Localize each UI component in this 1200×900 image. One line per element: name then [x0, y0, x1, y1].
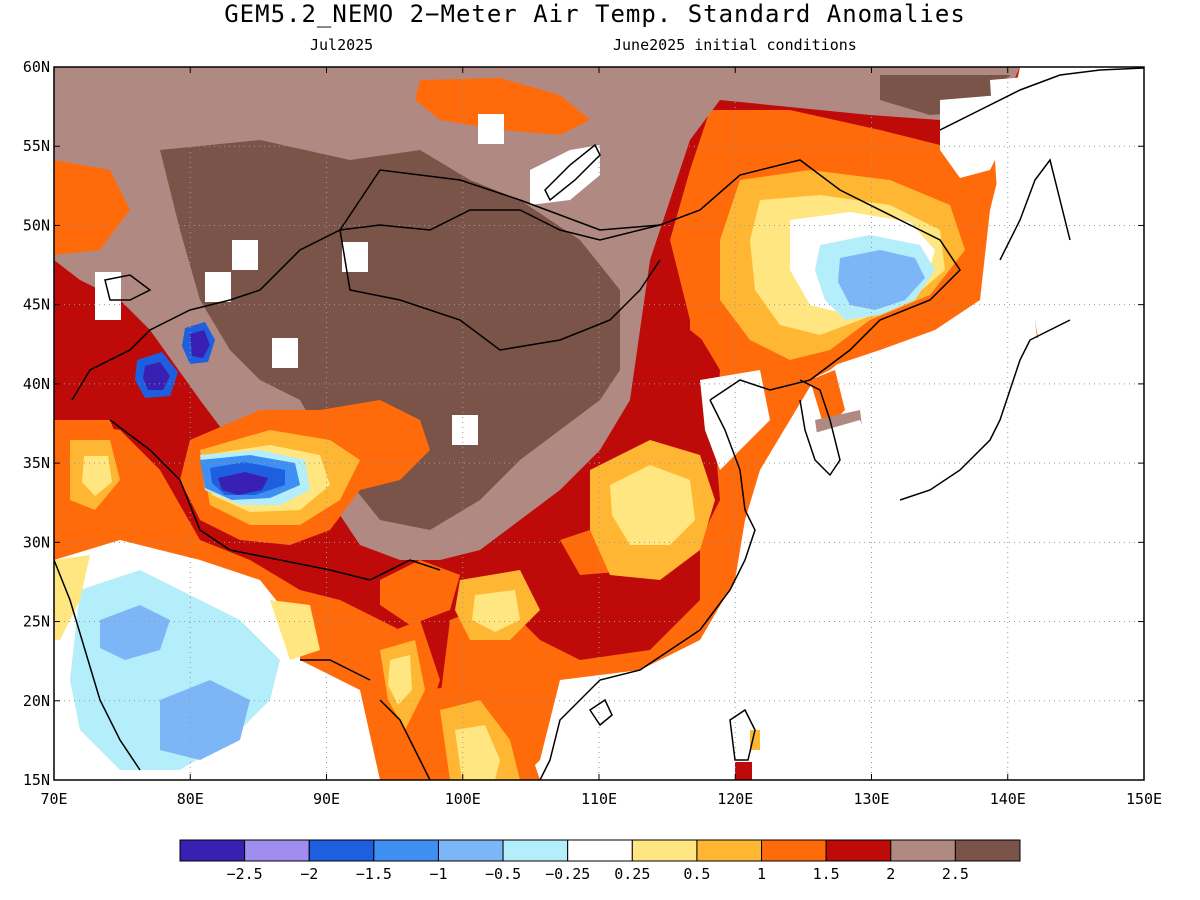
lon-label: 140E	[990, 790, 1026, 808]
map-title: GEM5.2_NEMO 2−Meter Air Temp. Standard A…	[224, 0, 966, 28]
japan-coast	[899, 158, 1071, 501]
colorbar-label: 2.5	[942, 865, 969, 883]
lat-label: 35N	[23, 454, 50, 472]
colorbar-label: −0.25	[545, 865, 590, 883]
lon-label: 120E	[717, 790, 753, 808]
lon-label: 70E	[40, 790, 67, 808]
lat-label: 55N	[23, 137, 50, 155]
hainan-coast	[588, 698, 613, 727]
lat-label: 20N	[23, 692, 50, 710]
lat-label: 45N	[23, 296, 50, 314]
anomaly-field	[54, 67, 1144, 780]
korea-coast	[799, 379, 841, 477]
colorbar	[179, 839, 1021, 862]
lat-label: 25N	[23, 613, 50, 631]
colorbar-swatch	[696, 839, 763, 862]
himalaya-border	[109, 419, 441, 581]
colorbar-swatch	[244, 839, 310, 862]
lon-label: 130E	[853, 790, 889, 808]
graticule	[54, 67, 1144, 780]
russia-coast	[939, 67, 1144, 131]
colorbar-labels: −2.5 −2 −1.5 −1 −0.5 −0.25 0.25 0.5 1 1.5 2 2.5	[227, 865, 969, 883]
anomaly-region-above-2.5	[160, 140, 620, 530]
colorbar-swatch	[825, 839, 892, 862]
lat-label: 50N	[23, 216, 50, 234]
coastlines-and-borders	[54, 67, 1144, 780]
mongolia-border	[339, 169, 661, 351]
forecast-month: Jul2025	[310, 36, 374, 54]
china-border	[71, 159, 961, 401]
longitude-labels: 70E 80E 90E 100E 110E 120E 130E 140E 150E	[40, 790, 1162, 808]
east-asia-coast	[539, 399, 756, 780]
colorbar-label: 1	[757, 865, 766, 883]
lake-baikal	[544, 143, 601, 202]
lon-label: 90E	[313, 790, 340, 808]
lat-label: 40N	[23, 375, 50, 393]
colorbar-label: −1	[429, 865, 447, 883]
colorbar-swatch	[437, 839, 504, 862]
colorbar-label: −1.5	[356, 865, 392, 883]
lat-label: 60N	[23, 58, 50, 76]
lat-label: 15N	[23, 771, 50, 789]
map-axis-ticks	[53, 66, 1145, 781]
balkhash-lake	[104, 274, 152, 301]
latitude-labels: 60N 55N 50N 45N 40N 35N 30N 25N 20N 15N	[23, 58, 50, 789]
colorbar-label: 0.5	[683, 865, 710, 883]
lon-label: 80E	[177, 790, 204, 808]
colorbar-label: −2.5	[227, 865, 263, 883]
colorbar-swatch	[631, 839, 698, 862]
colorbar-swatch	[373, 839, 439, 862]
colorbar-swatch	[890, 839, 956, 862]
taiwan-coast	[729, 708, 756, 761]
lon-label: 150E	[1126, 790, 1162, 808]
lon-label: 100E	[445, 790, 481, 808]
colorbar-swatch	[502, 839, 569, 862]
colorbar-swatch	[954, 839, 1021, 862]
colorbar-swatch	[761, 839, 827, 862]
india-coast	[54, 559, 431, 780]
colorbar-label: 2	[886, 865, 895, 883]
colorbar-swatch	[308, 839, 375, 862]
colorbar-label: −0.5	[485, 865, 521, 883]
colorbar-label: −2	[300, 865, 318, 883]
lat-label: 30N	[23, 533, 50, 551]
colorbar-swatch	[567, 839, 633, 862]
colorbar-label: 1.5	[813, 865, 840, 883]
colorbar-label: 0.25	[614, 865, 650, 883]
initial-conditions-label: June2025 initial conditions	[613, 36, 857, 54]
lon-label: 110E	[581, 790, 617, 808]
colorbar-swatch	[179, 839, 246, 862]
